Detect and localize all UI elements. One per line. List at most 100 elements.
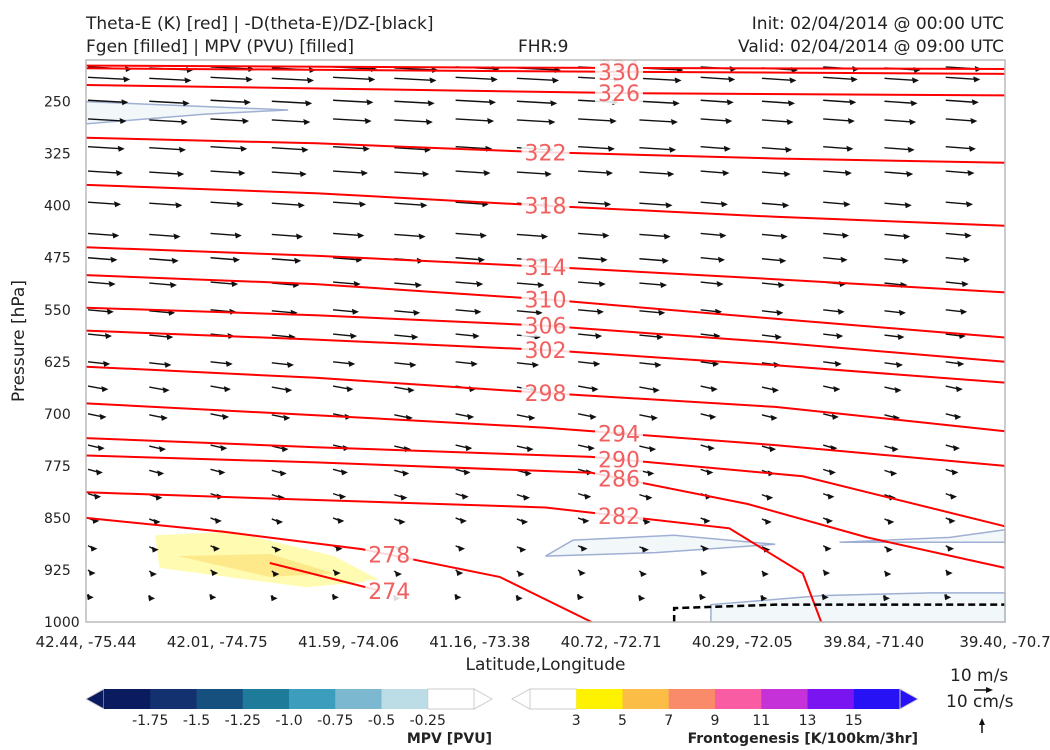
wind-vector-head [578, 569, 586, 576]
wind-vector [210, 146, 244, 150]
wind-vector-head [700, 569, 708, 576]
wind-vector-head [884, 570, 892, 577]
wind-vector-head [351, 308, 359, 315]
wind-vector-head [153, 518, 161, 525]
wind-vector-head [788, 100, 796, 107]
wind-vector-head [479, 232, 487, 239]
x-tick-label: 40.29, -72.05 [692, 633, 793, 651]
wind-vector [761, 310, 780, 314]
wind-vector-head [276, 518, 284, 525]
wind-vector [639, 119, 674, 123]
mpv-colorbar-label: MPV [PVU] [407, 731, 492, 747]
wind-vector [516, 100, 554, 104]
wind-vector [333, 201, 363, 205]
wind-vector-head [961, 281, 969, 288]
wind-vector [761, 119, 790, 123]
chart-title-line2: Fgen [filled] | MPV (PVU) [filled] [86, 37, 355, 57]
wind-vector-head [665, 202, 673, 209]
wind-vector [333, 170, 365, 174]
mpv-colorbar-tick: -0.75 [317, 713, 353, 729]
wind-vector-head [488, 99, 496, 106]
wind-vector-head [718, 256, 726, 263]
wind-vector-head [782, 202, 790, 209]
wind-vector-head [891, 446, 899, 453]
contour-label: 326 [598, 82, 640, 107]
wind-vector [700, 118, 729, 122]
y-axis-label: Pressure [hPa] [9, 280, 29, 402]
wind-vector-head [459, 517, 467, 524]
wind-vector-head [898, 309, 906, 316]
wind-vector-head [903, 233, 911, 240]
wind-vector [455, 170, 487, 174]
wind-vector-head [702, 545, 710, 552]
contour-label-bg [521, 141, 570, 164]
vector-key-arrowhead [986, 687, 993, 693]
wind-vector [210, 257, 237, 261]
mpv-colorbar-tick: -1.25 [225, 713, 261, 729]
wind-vector [516, 310, 539, 314]
contour-label-bg [521, 339, 570, 362]
wind-vector-head [550, 100, 558, 107]
wind-vector [87, 170, 119, 174]
wind-vector-head [214, 517, 222, 524]
theta-e-contour [269, 562, 381, 592]
wind-vector-head [274, 546, 282, 553]
wind-vector [149, 233, 177, 238]
wind-vector-head [101, 386, 109, 393]
fgen-colorbar-arrow [510, 688, 531, 710]
y-tick-label: 400 [44, 199, 71, 215]
wind-vector-head [528, 414, 536, 421]
wind-vector-head [706, 469, 714, 476]
wind-vector [884, 233, 907, 238]
wind-vector-head [360, 170, 368, 177]
wind-vector-head [656, 334, 664, 341]
wind-vector-head [398, 518, 406, 525]
wind-vector-head [357, 232, 365, 239]
wind-vector-head [769, 446, 777, 453]
wind-vector-head [955, 386, 963, 393]
wind-vector [149, 202, 179, 206]
contour-label-bg [595, 60, 644, 83]
contour-label-bg [521, 382, 570, 405]
wind-vector-head [836, 333, 844, 340]
theta-e-contour [85, 516, 592, 623]
fgen-colorbar-swatch [853, 689, 901, 709]
wind-vector-head [716, 281, 724, 288]
wind-vector-head [346, 386, 354, 393]
wind-vector-head [162, 387, 170, 394]
wind-vector [578, 361, 597, 365]
wind-vector [700, 201, 724, 205]
wind-vector-head [604, 201, 612, 208]
wind-vector-head [587, 445, 595, 452]
wind-vector-head [279, 470, 287, 477]
wind-vector [333, 146, 366, 150]
wind-vector [271, 233, 300, 238]
mpv-colorbar-swatch [104, 689, 151, 709]
wind-vector [210, 76, 249, 81]
wind-vector [945, 201, 970, 205]
wind-vector-head [303, 118, 311, 125]
wind-vector [884, 334, 901, 338]
wind-vector-head [641, 546, 649, 553]
wind-vector-head [764, 518, 772, 525]
wind-vector-head [425, 118, 433, 125]
wind-vector [639, 282, 664, 286]
wind-vector [271, 147, 305, 151]
contour-label: 310 [525, 288, 567, 313]
wind-vector-head [828, 469, 836, 476]
init-time: Init: 02/04/2014 @ 00:00 UTC [751, 14, 1004, 34]
wind-vector-head [157, 470, 165, 477]
wind-vector-head [173, 233, 181, 240]
wind-vector-head [429, 77, 437, 84]
mpv-colorbar-tick: -0.25 [410, 713, 446, 729]
wind-vector [271, 77, 311, 82]
wind-vector-head [402, 470, 410, 477]
wind-vector [271, 119, 307, 123]
wind-vector [210, 201, 240, 205]
wind-vector-head [422, 171, 430, 178]
wind-vector-head [947, 545, 955, 552]
wind-vector-head [652, 387, 660, 394]
mpv-colorbar-arrow [473, 688, 494, 710]
wind-vector [516, 119, 552, 123]
wind-vector-head [297, 202, 305, 209]
